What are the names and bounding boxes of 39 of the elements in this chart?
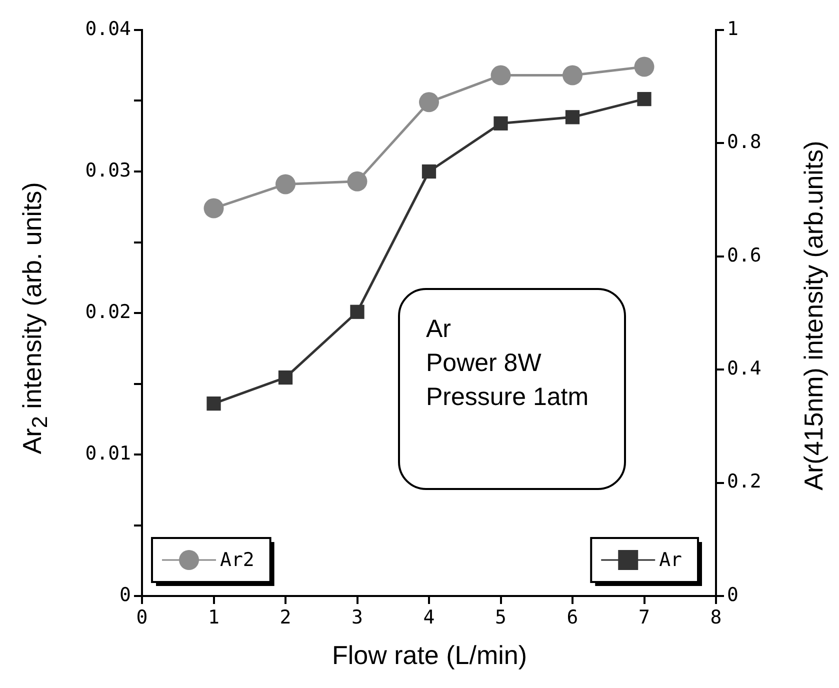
y-tick-label: 0.01 [85,442,131,464]
y-tick-label: 0.02 [85,300,131,323]
x-tick-label: 8 [710,606,722,628]
x-tick-label: 3 [352,606,363,628]
x-tick-label: 2 [280,606,292,628]
point [278,370,293,385]
x-tick-label: 5 [495,606,506,628]
legend-label: Ar [659,548,682,571]
point [204,198,224,218]
y2-tick-label: 0.6 [727,244,762,266]
y2-tick-label: 0.2 [727,470,762,493]
y2-tick-label: 0 [727,584,738,606]
y2-tick-label: 1 [727,18,738,40]
callout-box: Ar Power 8W Pressure 1atm [398,288,626,490]
point [422,164,436,179]
y2-axis-title: Ar(415nm) intensity (arb.units) [798,140,830,492]
y-tick-label: 0 [120,584,131,606]
y2-tick-label: 0.8 [727,131,762,154]
point [419,92,439,112]
point [562,65,582,86]
point [490,65,511,86]
x-tick-label: 6 [566,606,578,628]
point [494,116,508,130]
x-axis-title: Flow rate (L/min) [330,640,528,671]
point [565,110,580,124]
x-tick-label: 4 [423,606,435,628]
y2-tick-label: 0.4 [727,358,762,380]
point [276,174,296,194]
legend-label: Ar2 [220,548,254,571]
x-tick-label: 7 [638,606,650,628]
point [350,304,364,319]
point [637,92,652,106]
x-tick-label: 0 [136,606,148,628]
x-tick-label: 1 [208,606,220,628]
point [206,396,221,411]
y-tick-label: 0.04 [85,18,131,40]
point [347,171,368,192]
point [634,56,654,77]
y-tick-label: 0.03 [85,159,131,182]
